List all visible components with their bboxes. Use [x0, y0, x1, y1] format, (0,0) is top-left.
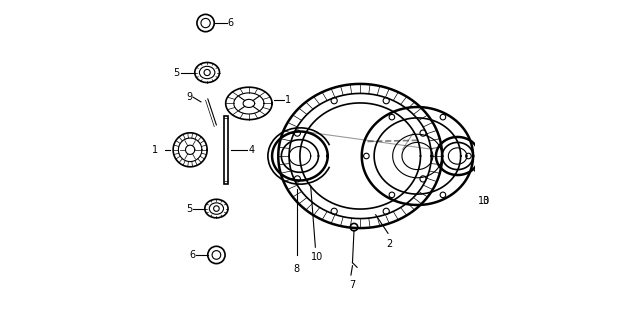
Bar	[224, 116, 228, 184]
Text: 1: 1	[152, 145, 158, 155]
Text: 6: 6	[228, 18, 234, 28]
Text: 8: 8	[294, 264, 300, 274]
Text: 5: 5	[186, 203, 192, 214]
Text: 1: 1	[285, 95, 291, 105]
Text: 6: 6	[189, 250, 195, 260]
Text: 10: 10	[311, 252, 323, 262]
Text: 10: 10	[478, 196, 490, 206]
Text: 3: 3	[483, 196, 488, 206]
Text: 7: 7	[349, 280, 356, 290]
Text: 4: 4	[249, 145, 255, 155]
Circle shape	[350, 223, 358, 231]
Text: 9: 9	[186, 92, 192, 102]
Text: 2: 2	[387, 240, 393, 250]
Text: 5: 5	[173, 67, 179, 77]
